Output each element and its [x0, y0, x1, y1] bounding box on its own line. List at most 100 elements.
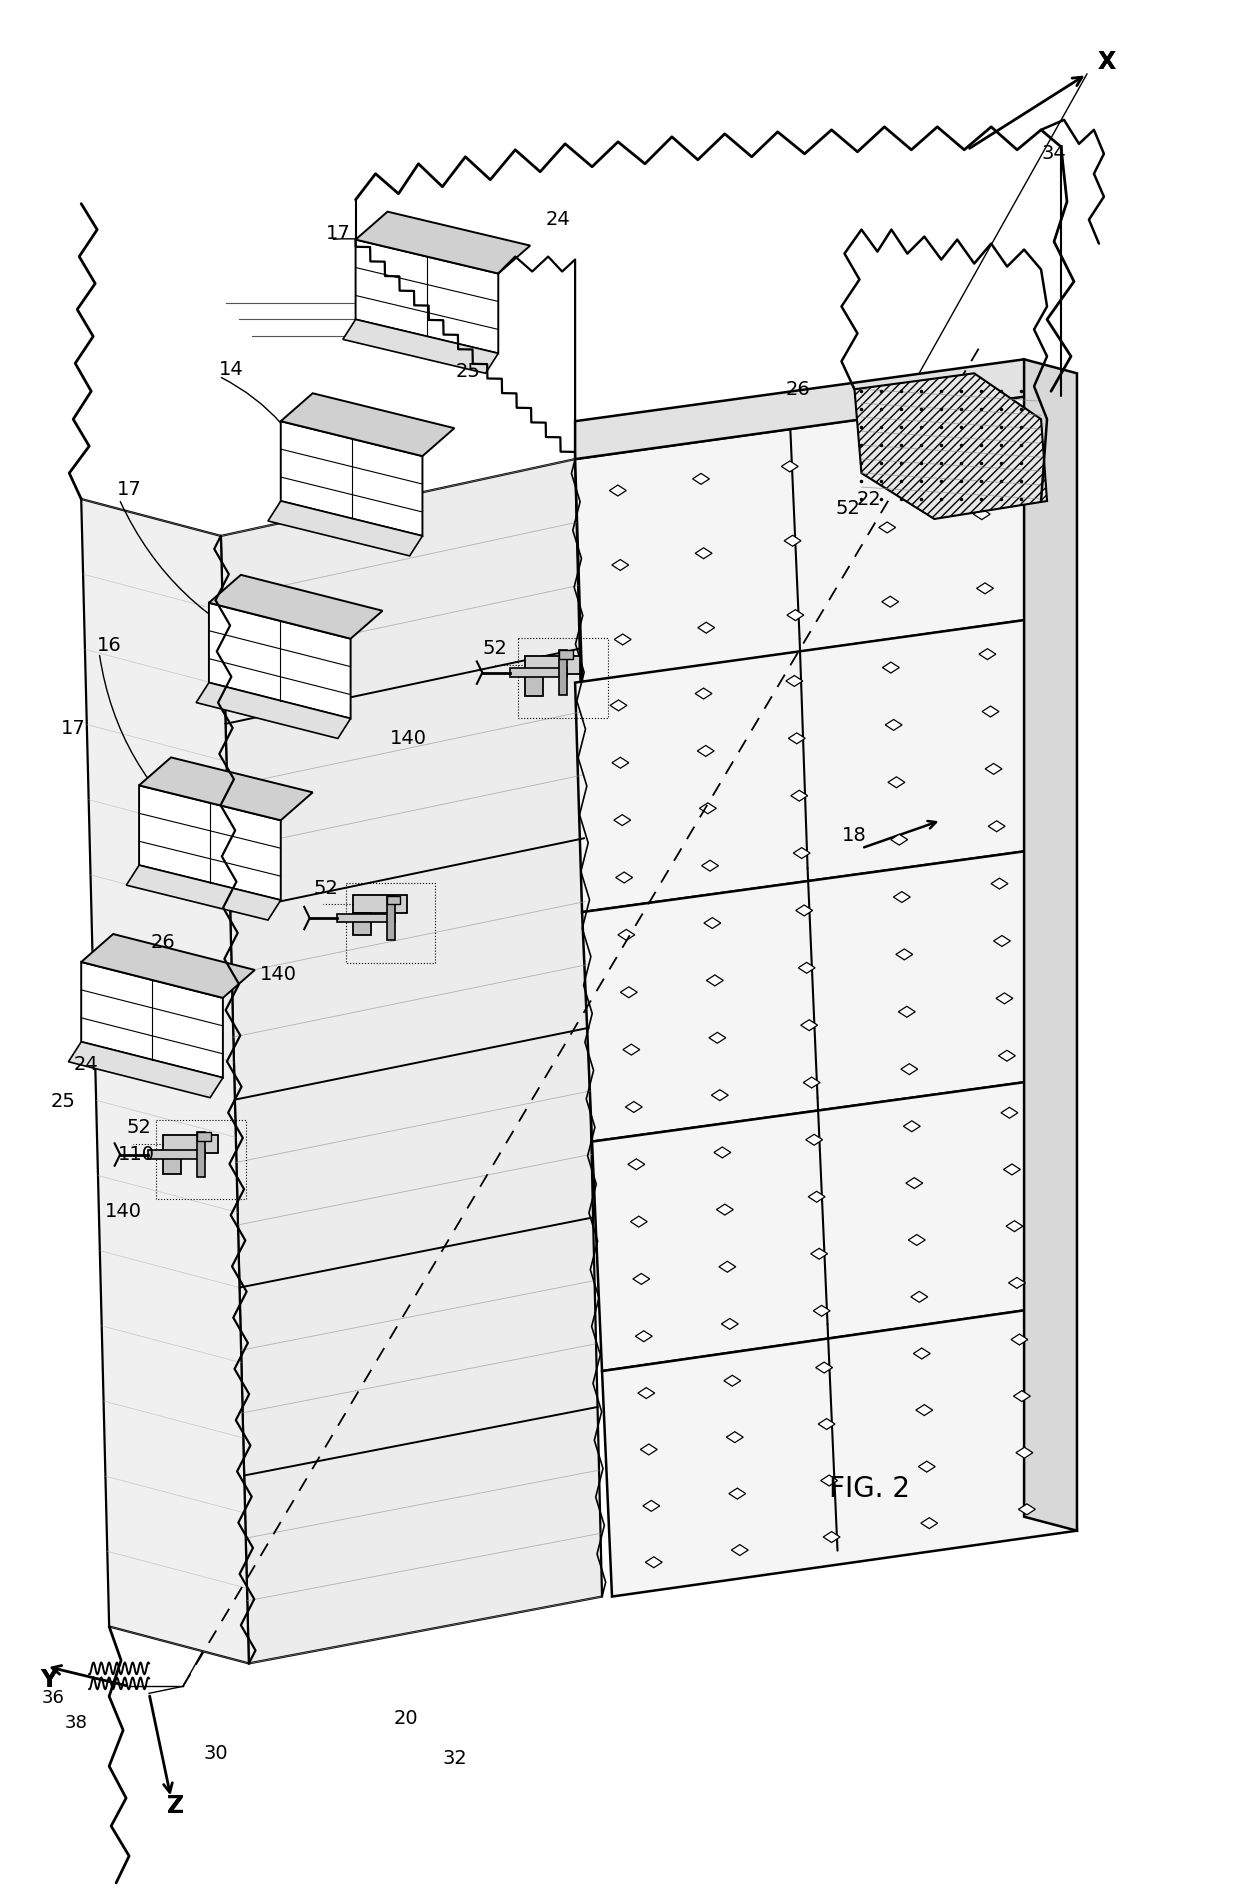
- Polygon shape: [709, 1032, 725, 1044]
- Polygon shape: [996, 992, 1013, 1004]
- Polygon shape: [854, 373, 1047, 519]
- Text: 18: 18: [842, 825, 867, 844]
- Text: 20: 20: [393, 1709, 418, 1728]
- Polygon shape: [197, 1133, 205, 1177]
- Text: 32: 32: [443, 1749, 467, 1768]
- Polygon shape: [642, 1500, 660, 1511]
- Polygon shape: [904, 1122, 920, 1131]
- Polygon shape: [882, 597, 899, 606]
- Polygon shape: [717, 1203, 733, 1215]
- Polygon shape: [794, 848, 810, 859]
- Text: 140: 140: [260, 966, 298, 985]
- Polygon shape: [221, 460, 603, 1663]
- Polygon shape: [526, 656, 580, 673]
- Polygon shape: [616, 873, 632, 882]
- Text: Y: Y: [41, 1669, 58, 1692]
- Polygon shape: [998, 1049, 1016, 1061]
- Polygon shape: [909, 1234, 925, 1245]
- Polygon shape: [126, 865, 280, 920]
- Text: Y: Y: [41, 1669, 58, 1692]
- Text: 52: 52: [482, 639, 507, 658]
- Polygon shape: [139, 757, 312, 821]
- Polygon shape: [1018, 1504, 1035, 1515]
- Polygon shape: [696, 547, 712, 559]
- Polygon shape: [781, 460, 799, 471]
- Polygon shape: [640, 1445, 657, 1454]
- Polygon shape: [813, 1306, 830, 1315]
- Polygon shape: [68, 1042, 223, 1097]
- Polygon shape: [916, 1405, 932, 1416]
- Text: X: X: [1097, 49, 1116, 74]
- Polygon shape: [630, 1217, 647, 1226]
- Polygon shape: [337, 914, 394, 922]
- Polygon shape: [280, 394, 454, 456]
- Polygon shape: [611, 559, 629, 570]
- Polygon shape: [799, 962, 815, 973]
- Polygon shape: [268, 502, 423, 555]
- Polygon shape: [1003, 1163, 1021, 1175]
- Polygon shape: [796, 905, 812, 916]
- Text: 17: 17: [326, 224, 351, 243]
- Polygon shape: [899, 1006, 915, 1017]
- Text: FIG. 2: FIG. 2: [828, 1475, 910, 1504]
- Polygon shape: [356, 240, 498, 354]
- Polygon shape: [387, 895, 394, 941]
- Polygon shape: [620, 987, 637, 998]
- Polygon shape: [575, 359, 1027, 460]
- Polygon shape: [627, 1160, 645, 1169]
- Polygon shape: [610, 700, 627, 711]
- Polygon shape: [698, 622, 714, 633]
- Text: 24: 24: [546, 211, 570, 230]
- Polygon shape: [787, 610, 804, 620]
- Text: 22: 22: [857, 490, 882, 508]
- Polygon shape: [727, 1431, 743, 1443]
- Text: 30: 30: [203, 1743, 228, 1762]
- Polygon shape: [806, 1135, 822, 1144]
- Polygon shape: [901, 1065, 918, 1074]
- Polygon shape: [591, 1078, 1066, 1371]
- Polygon shape: [697, 745, 714, 757]
- Polygon shape: [970, 435, 987, 445]
- Polygon shape: [693, 473, 709, 485]
- Polygon shape: [712, 1089, 728, 1101]
- Polygon shape: [804, 1078, 820, 1087]
- Polygon shape: [613, 757, 629, 768]
- Polygon shape: [162, 1135, 218, 1152]
- Polygon shape: [622, 1044, 640, 1055]
- Polygon shape: [789, 734, 805, 743]
- Polygon shape: [982, 705, 999, 717]
- Polygon shape: [791, 791, 807, 800]
- Text: 110: 110: [118, 1144, 155, 1163]
- Polygon shape: [888, 778, 905, 787]
- Polygon shape: [921, 1517, 937, 1528]
- Polygon shape: [645, 1557, 662, 1568]
- Polygon shape: [614, 635, 631, 644]
- Text: Z: Z: [167, 1795, 185, 1817]
- Polygon shape: [352, 912, 371, 935]
- Polygon shape: [973, 509, 991, 519]
- Polygon shape: [280, 422, 423, 536]
- Polygon shape: [342, 319, 498, 373]
- Polygon shape: [618, 930, 635, 941]
- Polygon shape: [196, 682, 351, 738]
- Polygon shape: [632, 1274, 650, 1285]
- Polygon shape: [635, 1331, 652, 1342]
- Text: X: X: [1097, 49, 1116, 74]
- Text: 140: 140: [104, 1201, 141, 1220]
- Polygon shape: [883, 662, 899, 673]
- Text: 14: 14: [218, 359, 243, 378]
- Polygon shape: [808, 1192, 825, 1201]
- Polygon shape: [985, 764, 1002, 774]
- Polygon shape: [197, 1133, 211, 1141]
- Polygon shape: [352, 895, 408, 912]
- Polygon shape: [1001, 1106, 1018, 1118]
- Polygon shape: [559, 650, 568, 696]
- Polygon shape: [991, 878, 1008, 890]
- Text: 26: 26: [150, 933, 175, 952]
- Polygon shape: [526, 673, 543, 696]
- Polygon shape: [977, 584, 993, 593]
- Text: 52: 52: [126, 1118, 151, 1137]
- Polygon shape: [993, 935, 1011, 947]
- Polygon shape: [818, 1418, 835, 1430]
- Polygon shape: [821, 1475, 837, 1487]
